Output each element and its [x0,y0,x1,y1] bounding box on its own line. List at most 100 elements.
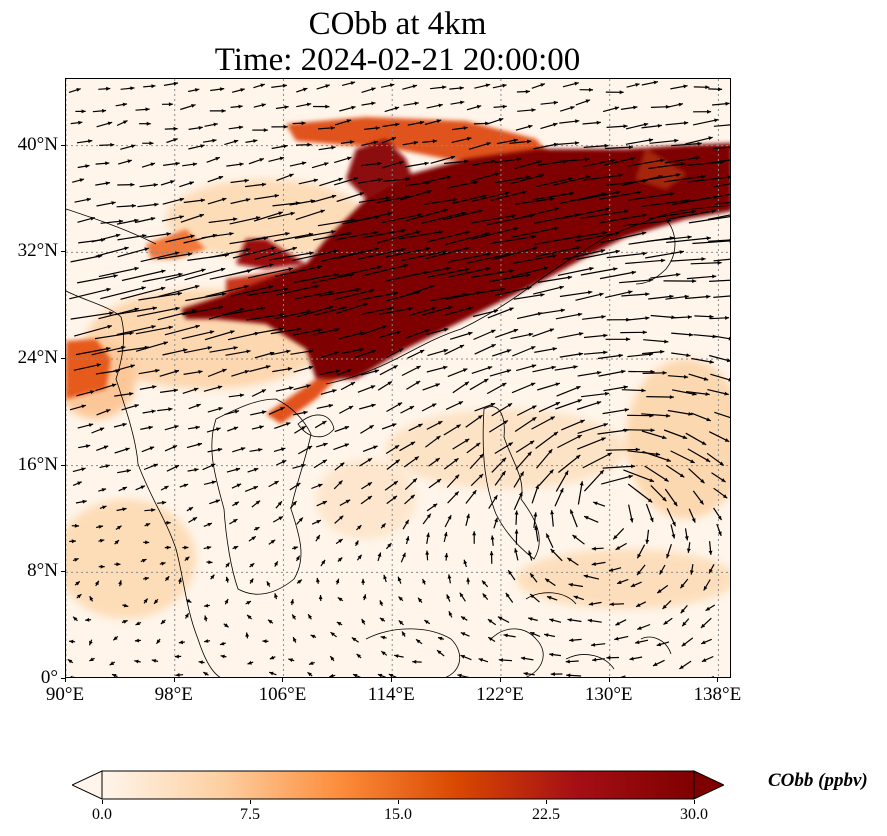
wind-arrow [481,580,489,588]
wind-arrow [384,106,400,113]
wind-arrow [142,141,154,146]
wind-arrow [379,600,384,607]
wind-arrow [533,142,559,150]
wind-arrow [535,308,566,315]
wind-arrow [554,487,564,507]
wind-arrow [138,368,160,375]
wind-arrow [487,307,514,319]
wind-arrow [358,196,391,203]
wind-arrow [75,346,111,356]
wind-arrow [187,467,199,472]
wind-arrow [293,410,308,416]
wind-arrow [78,444,91,449]
wind-arrow [472,159,496,166]
wind-arrow [269,251,314,261]
wind-arrow [671,352,691,358]
colorbar-tick-label: 0.0 [92,806,112,823]
wind-arrow [381,160,404,169]
wind-arrow [274,422,291,429]
wind-arrow [384,480,399,491]
wind-arrow [249,448,263,452]
colorbar-tick-label: 15.0 [384,806,412,823]
wind-arrow [98,538,105,543]
wind-arrow [421,403,437,412]
wind-arrow [577,423,608,434]
wind-arrow [364,126,380,130]
wind-arrow [313,306,347,316]
wind-arrow [713,295,730,298]
wind-arrow [591,561,606,566]
wind-arrow [558,454,581,473]
wind-arrow [311,483,323,490]
wind-arrow [99,505,107,510]
wind-arrow [405,161,429,168]
wind-arrow [649,209,697,219]
wind-arrow [204,615,208,622]
wind-arrow [688,468,705,484]
wind-arrow [628,504,634,523]
wind-arrow [565,659,579,664]
wind-arrow [337,557,343,562]
wind-arrow [335,578,340,585]
wind-arrow [361,618,366,625]
wind-arrow [656,584,669,594]
wind-arrow [164,324,200,336]
wind-arrow [583,143,609,148]
wind-arrow [182,305,224,316]
wind-arrow [381,213,423,224]
wind-arrow [713,487,728,499]
wind-arrow [96,409,111,416]
wind-arrow [577,370,602,377]
wind-arrow [693,334,717,339]
map-canvas [66,79,730,677]
wind-arrow [405,536,410,545]
wind-arrow [513,491,523,511]
wind-arrow [250,410,267,416]
wind-arrow [531,191,575,201]
wind-arrow [401,631,406,637]
wind-arrow [688,508,696,523]
wind-arrow [557,332,584,339]
wind-arrow [163,161,180,166]
wind-arrow [670,84,688,90]
wind-arrow [249,365,271,373]
wind-arrow [70,120,83,125]
wind-arrow [161,102,173,107]
wind-arrow [430,155,456,164]
wind-arrow [289,500,297,509]
wind-arrow [143,540,150,545]
wind-arrow [447,252,492,263]
wind-arrow [245,139,258,143]
wind-arrow [540,122,558,130]
wind-arrow [74,580,81,586]
wind-arrow [244,485,259,492]
wind-arrow [184,267,226,281]
wind-arrow [447,267,491,278]
wind-arrow [95,580,100,587]
wind-arrow [580,267,618,276]
wind-arrow [180,213,205,223]
wind-arrow [449,86,464,90]
wind-arrow [275,105,289,110]
wind-arrow [224,306,266,316]
wind-arrow [497,616,510,624]
wind-arrow [339,105,356,112]
wind-arrow [380,522,387,529]
wind-arrow [713,507,723,521]
wind-arrow [292,121,306,126]
wind-arrow [513,471,525,488]
wind-arrow [536,177,573,188]
wind-arrow [316,500,328,507]
wind-arrow [708,564,715,574]
wind-arrow [383,177,410,182]
wind-arrow [207,197,227,205]
wind-arrow [361,578,366,585]
x-tick-mark [608,678,610,682]
wind-arrow [582,120,601,125]
wind-arrow [516,405,537,416]
wind-arrow [201,232,234,239]
wind-arrow [164,575,170,582]
wind-arrow [491,457,507,473]
wind-arrow [598,369,626,377]
wind-arrow [159,369,180,377]
